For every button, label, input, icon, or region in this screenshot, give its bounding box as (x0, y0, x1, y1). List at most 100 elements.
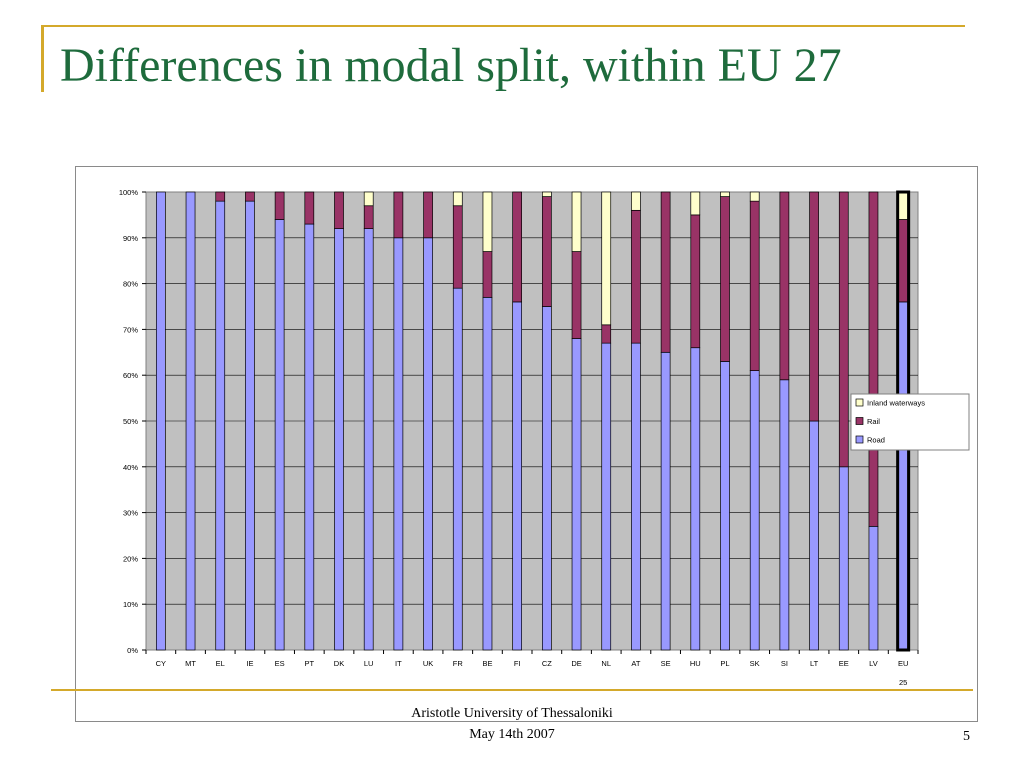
bar-segment-inland-waterways (720, 191, 730, 197)
bar-segment-rail (690, 214, 701, 349)
bar-segment-rail (245, 191, 255, 202)
bar-segment-rail (512, 191, 523, 303)
footer-institution: Aristotle University of Thessaloniki (411, 706, 613, 721)
y-tick-label: 20% (123, 554, 138, 563)
bar-segment-road (363, 228, 374, 651)
x-tick-label: BE (482, 659, 492, 668)
bar-segment-inland-waterways (690, 191, 701, 216)
bar-segment-rail (334, 191, 344, 229)
bar-segment-road (868, 525, 879, 651)
bar-segment-inland-waterways (541, 191, 552, 197)
bar-segment-rail (571, 251, 582, 339)
bar-segment-road (185, 191, 196, 651)
bar-segment-rail (631, 209, 641, 344)
bar-segment-inland-waterways (898, 191, 909, 220)
y-tick-label: 10% (123, 600, 138, 609)
footer-accent-line (51, 689, 973, 691)
x-tick-label: FR (453, 659, 464, 668)
x-tick-label: SI (781, 659, 788, 668)
bar-segment-road (245, 200, 255, 651)
bar-segment-road (660, 351, 671, 651)
bar-segment-inland-waterways (363, 191, 374, 207)
bar-segment-rail (393, 191, 404, 239)
y-tick-label: 60% (123, 371, 138, 380)
page-number: 5 (963, 729, 970, 744)
y-tick-label: 50% (123, 417, 138, 426)
bar-segment-rail (541, 196, 552, 307)
bar-segment-road (512, 301, 523, 651)
y-tick-label: 70% (123, 325, 138, 334)
bar-segment-inland-waterways (482, 191, 493, 252)
bar-segment-inland-waterways (749, 191, 760, 202)
x-tick-label: AT (631, 659, 640, 668)
bar-segment-road (571, 338, 582, 651)
x-tick-label: LU (364, 659, 374, 668)
bar-segment-road (334, 228, 344, 651)
bar-segment-rail (809, 191, 819, 422)
x-tick-label: DE (571, 659, 581, 668)
bar-segment-rail (898, 219, 909, 303)
y-tick-label: 80% (123, 280, 138, 289)
x-tick-label: LT (810, 659, 819, 668)
bar-segment-road (304, 223, 315, 651)
x-tick-label: PL (720, 659, 729, 668)
bar-segment-road (155, 191, 166, 651)
y-tick-label: 30% (123, 509, 138, 518)
legend-swatch (855, 435, 864, 444)
bar-segment-rail (868, 191, 879, 527)
bar-segment-road (452, 287, 463, 651)
bar-segment-road (274, 219, 285, 651)
bar-segment-rail (423, 191, 433, 239)
legend-label: Road (867, 436, 885, 445)
y-tick-label: 0% (127, 646, 138, 655)
bar-segment-road (809, 420, 819, 651)
bar-segment-road (749, 370, 760, 651)
x-tick-label: HU (690, 659, 701, 668)
bar-segment-rail (749, 200, 760, 371)
legend-box (850, 393, 970, 451)
bar-segment-rail (779, 191, 790, 381)
y-tick-label: 100% (119, 188, 139, 197)
bar-segment-road (601, 342, 612, 651)
legend-swatch (855, 398, 864, 407)
x-tick-sublabel: 25 (899, 678, 907, 687)
x-tick-label: NL (601, 659, 611, 668)
bar-segment-rail (304, 191, 315, 225)
bar-segment-rail (838, 191, 849, 468)
title-accent-bar (41, 26, 44, 92)
bar-segment-rail (601, 324, 612, 344)
bar-segment-rail (363, 205, 374, 229)
legend-label: Inland waterways (867, 399, 925, 408)
x-tick-label: PT (305, 659, 315, 668)
x-tick-label: SK (750, 659, 760, 668)
x-tick-label: IE (246, 659, 253, 668)
y-tick-label: 40% (123, 463, 138, 472)
x-tick-label: MT (185, 659, 196, 668)
y-tick-label: 90% (123, 234, 138, 243)
x-tick-label: LV (869, 659, 878, 668)
bar-segment-road (541, 306, 552, 651)
bar-segment-road (393, 237, 404, 651)
bar-segment-rail (660, 191, 671, 353)
bar-segment-road (631, 342, 641, 651)
x-tick-label: EL (216, 659, 225, 668)
bar-segment-inland-waterways (631, 191, 641, 211)
bar-segment-rail (482, 251, 493, 298)
x-tick-label: IT (395, 659, 402, 668)
x-tick-label: EE (839, 659, 849, 668)
bar-segment-inland-waterways (452, 191, 463, 207)
bar-segment-rail (720, 196, 730, 362)
bar-segment-road (720, 361, 730, 651)
legend-label: Rail (867, 417, 880, 426)
bar-segment-road (779, 379, 790, 651)
slide-title: Differences in modal split, within EU 27 (60, 39, 842, 92)
x-tick-label: SE (661, 659, 671, 668)
bar-segment-road (482, 296, 493, 651)
bar-segment-rail (215, 191, 226, 202)
bar-segment-inland-waterways (601, 191, 612, 326)
x-tick-label: CY (156, 659, 166, 668)
x-tick-label: EU (898, 659, 908, 668)
bar-segment-rail (274, 191, 285, 220)
legend-swatch (855, 417, 864, 425)
bar-segment-road (423, 237, 433, 651)
